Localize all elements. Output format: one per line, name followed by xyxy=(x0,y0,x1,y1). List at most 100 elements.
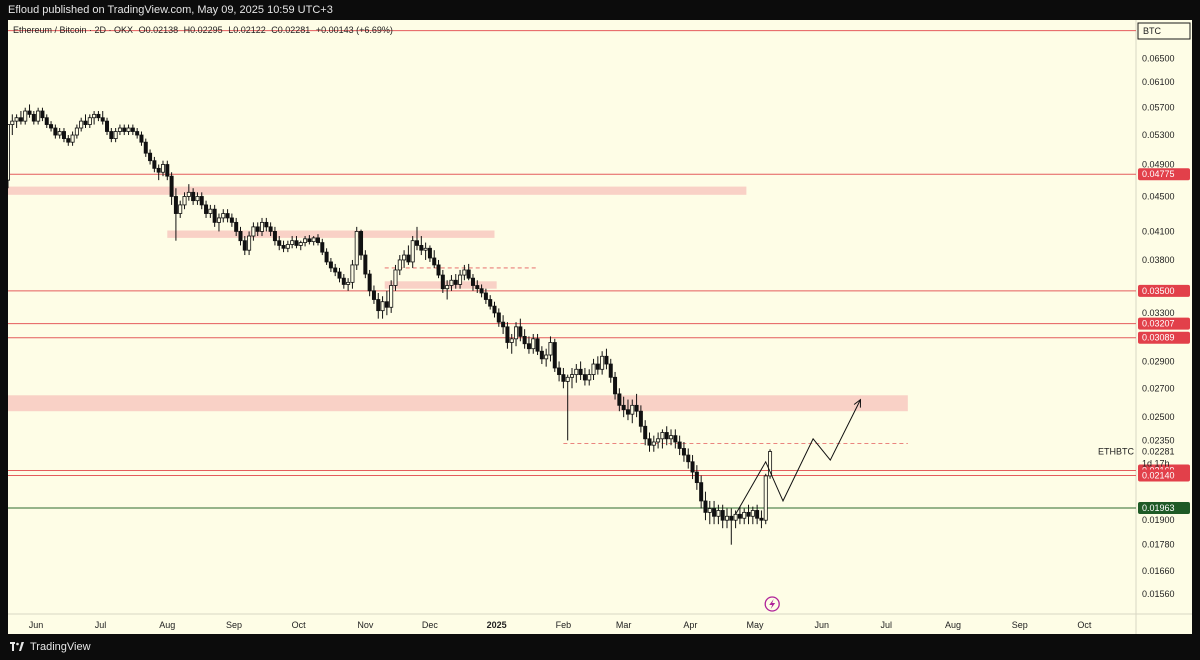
y-tick-label: 0.01900 xyxy=(1142,515,1175,525)
candle xyxy=(544,354,549,360)
candle xyxy=(522,335,527,345)
candle xyxy=(40,110,45,119)
candle xyxy=(333,267,338,273)
candle xyxy=(681,448,686,456)
countdown-label: 1d 17h xyxy=(1142,459,1170,469)
candle xyxy=(638,410,643,427)
candle xyxy=(178,204,183,214)
candle xyxy=(169,175,174,197)
candle xyxy=(208,208,213,214)
chart-area[interactable]: 0.06500 0.06100 0.05700 0.05300 0.04900 0.045… xyxy=(8,20,1192,634)
footer-brand[interactable]: TradingView xyxy=(30,641,91,653)
candle xyxy=(604,355,609,365)
candle xyxy=(531,338,536,350)
x-tick-label: 2025 xyxy=(487,620,507,630)
candle xyxy=(135,131,140,136)
candle xyxy=(496,312,501,323)
candle xyxy=(139,134,144,143)
candle xyxy=(182,196,187,206)
tradingview-logo-icon[interactable] xyxy=(10,642,24,652)
candle xyxy=(514,326,519,340)
candle xyxy=(621,404,626,411)
candle xyxy=(746,511,751,517)
candle xyxy=(272,231,277,242)
candle xyxy=(389,285,394,308)
candle xyxy=(492,305,497,314)
candle xyxy=(393,269,398,286)
candle xyxy=(8,124,11,181)
candle xyxy=(367,273,372,292)
candle xyxy=(23,110,28,122)
supply-zone xyxy=(8,395,908,412)
candle xyxy=(397,259,402,271)
candle xyxy=(87,117,92,125)
candle xyxy=(92,113,97,119)
candle xyxy=(79,120,84,129)
candle xyxy=(354,231,359,266)
candle xyxy=(324,251,329,263)
candle xyxy=(415,240,420,246)
candle xyxy=(371,290,376,300)
x-tick-label: Mar xyxy=(616,620,632,630)
supply-zone xyxy=(8,186,747,195)
candle xyxy=(320,242,325,253)
candle xyxy=(49,124,54,129)
candle xyxy=(617,393,622,406)
candle xyxy=(656,438,661,443)
candle xyxy=(475,285,480,290)
candle xyxy=(294,240,299,246)
price-level-badge xyxy=(1138,284,1190,297)
candle xyxy=(501,321,506,328)
candle xyxy=(763,475,768,521)
candle xyxy=(660,432,665,440)
x-tick-label: Jun xyxy=(29,620,44,630)
y-tick-label: 0.04100 xyxy=(1142,226,1175,236)
y-tick-label: 0.05300 xyxy=(1142,130,1175,140)
candle xyxy=(483,292,488,300)
price-level-badge-label: 0.04775 xyxy=(1142,169,1175,179)
candle xyxy=(574,368,579,376)
candle xyxy=(105,120,110,132)
y-tick-label: 0.02700 xyxy=(1142,383,1175,393)
projection-arrowhead xyxy=(853,398,862,408)
candle xyxy=(694,471,699,484)
candle xyxy=(14,117,19,122)
candle xyxy=(410,240,415,263)
candle xyxy=(290,240,295,245)
candle xyxy=(100,117,105,122)
legend-change: +0.00143 (+6.69%) xyxy=(315,25,393,35)
candle xyxy=(307,238,312,243)
candle xyxy=(285,244,290,249)
candle xyxy=(509,338,514,343)
candle xyxy=(66,138,71,143)
candle xyxy=(578,368,583,376)
candle xyxy=(363,254,368,275)
candle xyxy=(548,342,553,356)
candle xyxy=(311,237,316,243)
candle xyxy=(505,326,510,343)
candle xyxy=(737,513,742,519)
chart-background xyxy=(8,20,1192,634)
candle xyxy=(466,269,471,279)
lightning-bolt-glyph xyxy=(769,599,776,609)
candle xyxy=(152,160,157,169)
candle xyxy=(733,513,738,521)
legend-high: H0.02295 xyxy=(183,25,223,35)
candle xyxy=(337,271,342,279)
candle xyxy=(384,301,389,308)
candle xyxy=(165,164,170,177)
candle xyxy=(268,226,273,232)
candle xyxy=(359,231,364,256)
candle xyxy=(53,127,58,136)
candle xyxy=(156,167,161,173)
legend-symbol: Ethereum / Bitcoin · 2D · OKX xyxy=(13,25,134,35)
candle xyxy=(613,376,618,395)
candles-group xyxy=(8,104,773,545)
candle xyxy=(552,342,557,369)
price-chart[interactable]: 0.06500 0.06100 0.05700 0.05300 0.04900 0.045… xyxy=(8,20,1192,634)
candle xyxy=(712,508,717,517)
candle xyxy=(216,217,221,223)
candle xyxy=(634,404,639,412)
x-tick-label: Jul xyxy=(95,620,107,630)
candle xyxy=(57,131,62,136)
